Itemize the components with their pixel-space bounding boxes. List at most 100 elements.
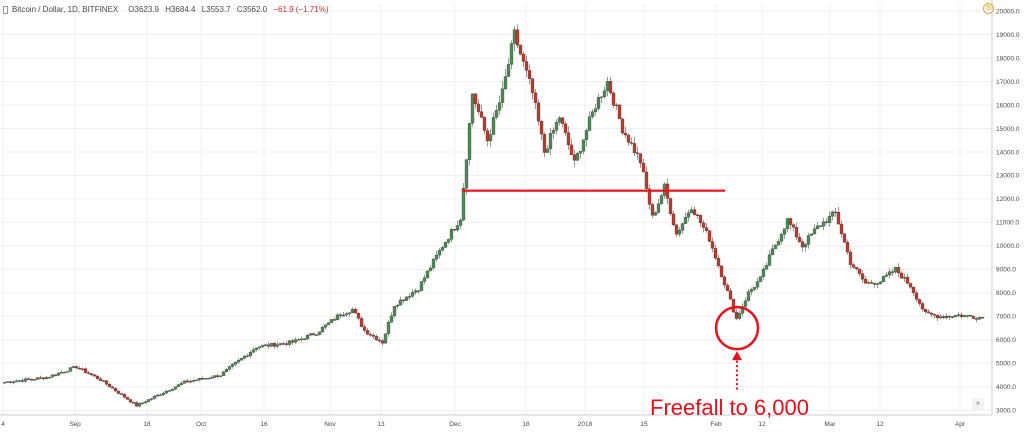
candle-body [143,401,148,403]
candle-body [932,314,937,316]
candle-body [284,343,289,345]
candle-body [317,331,322,335]
candle-body [821,221,826,227]
candle-body [827,216,832,223]
candle-body [59,372,64,374]
y-tick-label: 18000.0 [996,55,1020,62]
candle-body [281,343,286,345]
candle-body [953,315,958,317]
close-value: C3562.0 [236,5,268,14]
candle-body [323,324,328,328]
candle-body [491,117,496,135]
candle-body [815,225,820,229]
candle-body [977,317,982,320]
candle-body [512,29,517,44]
double-chevron-right-icon[interactable]: » [972,398,984,410]
candle-body [470,93,475,124]
candle-body [881,276,886,282]
candle-body [443,241,448,248]
candle-body [719,265,724,277]
candle-body [875,283,880,285]
candle-body [593,108,598,112]
candle-body [626,134,631,143]
candle-body [65,371,70,373]
open-value: O3623.9 [128,5,159,14]
candle-body [767,254,772,266]
candle-body [551,130,556,134]
y-tick-label: 3000.0 [996,408,1016,415]
candle-body [935,315,940,319]
low-circle [714,305,760,351]
y-tick-label: 13000.0 [996,173,1020,180]
candle-body [188,380,193,383]
candle-body [209,377,214,379]
candle-body [590,111,595,117]
candle-body [890,271,895,273]
candle-body [566,132,571,146]
candle-body [215,375,220,377]
candle-body [176,384,181,387]
candle-body [335,314,340,321]
candle-body [725,284,730,291]
candle-body [422,277,427,282]
candle-body [239,358,244,361]
candle-body [596,97,601,109]
candle-body [221,371,226,376]
candle-body [899,272,904,279]
y-tick-label: 14000.0 [996,149,1020,156]
candle-body [572,154,577,161]
candle-body [263,344,268,346]
candle-body [869,282,874,284]
candle-body [641,162,646,173]
candle-body [599,96,604,98]
candle-body [308,333,313,336]
candle-body [434,254,439,260]
gear-icon[interactable]: ⚙ [983,3,994,14]
candle-body [140,402,145,404]
candle-body [728,290,733,300]
y-tick-label: 15000.0 [996,126,1020,133]
candle-body [227,366,232,370]
candle-body [956,314,961,317]
x-tick-label: 16 [260,421,268,428]
candle-body [497,102,502,111]
candle-body [374,336,379,341]
candle-body [236,360,241,363]
candle-body [914,292,919,300]
candle-body [968,315,973,317]
candle-body [959,314,964,317]
candle-body [713,248,718,259]
candle-body [248,352,253,356]
candle-body [824,221,829,223]
candle-body [707,230,712,242]
x-tick-label: 18 [143,421,151,428]
candle-body [170,389,175,391]
candle-body [857,268,862,274]
symbol-icon[interactable] [3,5,8,14]
candle-body [410,292,415,297]
candle-body [587,116,592,131]
candle-body [350,308,355,313]
candle-body [911,287,916,293]
candle-body [791,224,796,228]
x-tick-label: Oct [196,421,206,428]
candle-body [659,195,664,204]
candle-body [605,81,610,91]
candle-body [671,213,676,226]
candle-body [698,215,703,223]
candle-body [179,383,184,385]
candle-body [11,381,16,383]
candle-body [611,92,616,106]
candle-body [107,384,112,388]
candle-body [539,121,544,135]
candle-body [545,148,550,153]
candle-body [716,258,721,267]
arrow-head [732,351,742,361]
candle-body [311,333,316,336]
candle-body [464,159,469,189]
candle-body [290,340,295,343]
candle-body [428,267,433,272]
candle-body [353,308,358,314]
candle-body [872,283,877,285]
